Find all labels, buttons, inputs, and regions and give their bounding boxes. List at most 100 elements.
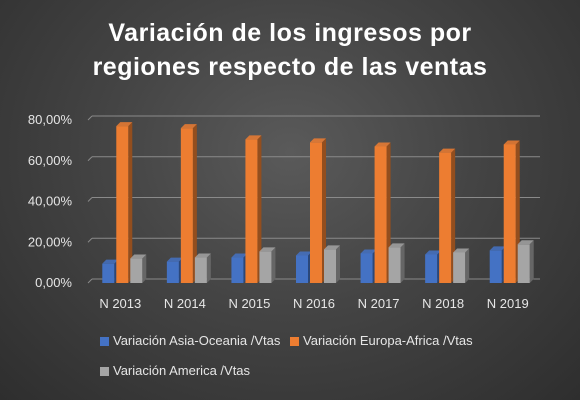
bar-front [360, 253, 373, 283]
bar [130, 254, 147, 283]
legend-label-europa-africa: Variación Europa-Africa /Vtas [303, 333, 473, 348]
bar-side [451, 148, 456, 283]
legend-item-america: Variación America /Vtas [100, 364, 250, 378]
bar-top [489, 246, 506, 251]
bar-front [388, 247, 401, 283]
bar [102, 259, 119, 283]
bar [245, 135, 262, 283]
y-tick-label: 0,00% [35, 275, 72, 290]
chart-title-line-1: Variación de los ingresos por [108, 19, 472, 47]
bar-top [296, 251, 312, 256]
bar-top [194, 253, 211, 258]
x-tick-label: N 2017 [358, 296, 400, 311]
y-tick-label: 60,00% [28, 153, 73, 168]
bar-front [180, 128, 193, 283]
x-tick-label: N 2018 [422, 296, 464, 311]
bar-front [231, 257, 244, 283]
legend-swatch-europa-africa [290, 336, 300, 346]
bar-front [374, 146, 387, 283]
bar-top [388, 243, 405, 248]
bar-side [257, 135, 262, 283]
bar-top [102, 259, 119, 264]
chart-title-line-2: regiones respecto de las ventas [92, 53, 488, 81]
bar [503, 140, 520, 283]
bar-top [259, 247, 276, 252]
x-tick-label: N 2014 [164, 296, 206, 311]
legend-item-europa-africa: Variación Europa-Africa /Vtas [290, 334, 473, 348]
bar-front [245, 139, 258, 283]
bar-front [259, 251, 272, 283]
bar [259, 247, 276, 283]
bar-front [489, 250, 502, 283]
bar-top [130, 254, 147, 259]
y-tick-label: 80,00% [28, 112, 73, 127]
bar-top [360, 249, 377, 254]
bar [116, 122, 133, 283]
bar [517, 240, 534, 283]
legend-label-america: Variación America /Vtas [113, 363, 251, 378]
gridline-depth [87, 156, 93, 162]
bar-top [166, 257, 183, 262]
bar-top [503, 140, 520, 145]
legend: Variación Asia-Oceania /Vtas Variación E… [100, 334, 520, 394]
bar-front [116, 126, 129, 283]
bar-top [517, 240, 534, 245]
bar [388, 243, 405, 283]
legend-swatch-asia-oceania [100, 336, 109, 346]
x-tick-label: N 2013 [99, 296, 141, 311]
bar [296, 251, 312, 283]
x-tick-label: N 2015 [228, 296, 270, 311]
bar [231, 253, 248, 283]
bar-front [503, 144, 516, 283]
bar-front [102, 263, 115, 283]
bar-top [439, 148, 456, 153]
bar-front [296, 255, 308, 283]
bar-side [206, 253, 211, 283]
legend-label-asia-oceania: Variación Asia-Oceania /Vtas [113, 333, 281, 348]
bar [324, 245, 340, 283]
bar-side [336, 245, 340, 283]
bar-top [116, 122, 133, 127]
bar-front [166, 261, 179, 283]
gridline-depth [87, 278, 93, 284]
bars [102, 122, 534, 284]
y-tick-label: 40,00% [28, 194, 73, 209]
x-tick-label: N 2019 [487, 296, 529, 311]
bar [360, 249, 377, 283]
bar-side [142, 254, 147, 283]
gridline-depth [87, 237, 93, 243]
bar-side [271, 247, 276, 283]
bar-top [453, 248, 470, 253]
x-axis-ticks: N 2013 N 2014 N 2015 N 2016 N 2017 N 2018 N 20… [99, 296, 528, 311]
bar [439, 148, 456, 283]
chart-title: Variación de los ingresos por regiones r… [0, 16, 580, 84]
bar-side [192, 124, 197, 284]
bar [166, 257, 183, 283]
bar-top [245, 135, 262, 140]
bar-front [453, 252, 466, 283]
bar-front [425, 254, 438, 283]
bar-top [231, 253, 248, 258]
bar-side [400, 243, 405, 283]
bar-side [322, 138, 326, 283]
bar-top [425, 250, 442, 255]
bar [310, 138, 326, 283]
bar-front [324, 249, 336, 283]
bar-side [128, 122, 133, 283]
gridline-depth [87, 197, 93, 202]
bar-side [465, 248, 470, 283]
bar [374, 142, 391, 283]
legend-item-asia-oceania: Variación Asia-Oceania /Vtas [100, 334, 280, 348]
legend-swatch-america [100, 366, 109, 376]
x-tick-label: N 2016 [293, 296, 335, 311]
bar [453, 248, 470, 283]
y-tick-label: 20,00% [28, 234, 73, 249]
bar [489, 246, 506, 283]
bar-top [180, 124, 197, 129]
bar [180, 124, 197, 284]
bar-top [374, 142, 391, 147]
bar-front [310, 142, 322, 283]
bar-front [517, 244, 530, 283]
